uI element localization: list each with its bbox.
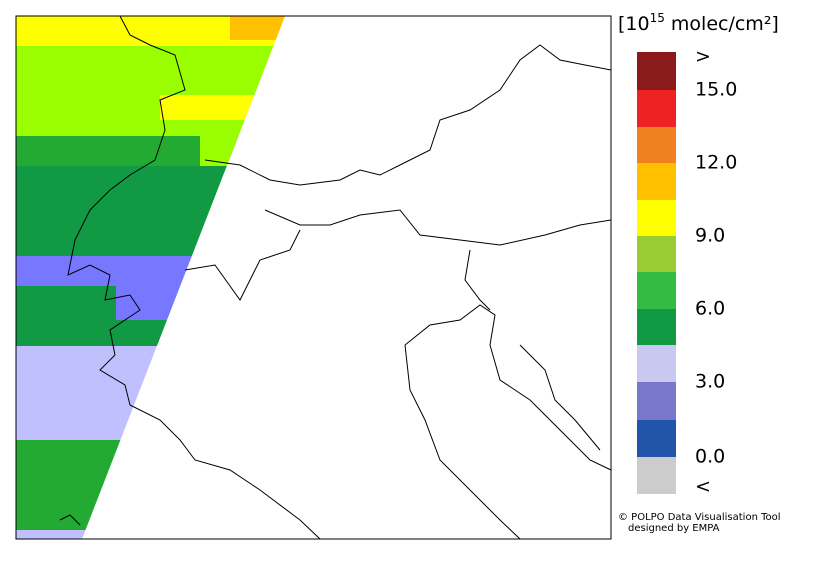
colorbar-label: 15.0 bbox=[695, 79, 737, 101]
legend-title-unit: molec/cm²] bbox=[665, 13, 779, 35]
colorbar-label: 6.0 bbox=[695, 298, 725, 320]
colorbar-swatch bbox=[637, 309, 676, 345]
colorbar-label: > bbox=[695, 46, 711, 68]
colorbar-label: 9.0 bbox=[695, 225, 725, 247]
swath-band bbox=[230, 16, 285, 40]
colorbar-label: 3.0 bbox=[695, 371, 725, 393]
coastlines bbox=[59, 15, 612, 540]
colorbar-swatch bbox=[637, 345, 676, 382]
legend-title-prefix: [10 bbox=[618, 13, 650, 35]
colorbar-swatch bbox=[637, 382, 676, 420]
credit-line: designed by EMPA bbox=[628, 523, 720, 534]
colorbar-label: 12.0 bbox=[695, 152, 737, 174]
colorbar-label: 0.0 bbox=[695, 446, 725, 468]
colorbar-swatch bbox=[637, 127, 676, 163]
legend-title: [1015 molec/cm²] bbox=[618, 11, 779, 35]
colorbar-swatch bbox=[637, 236, 676, 272]
colorbar-swatch bbox=[637, 90, 676, 127]
colorbar-swatch bbox=[637, 200, 676, 236]
credit-line: © POLPO Data Visualisation Tool bbox=[618, 512, 781, 523]
legend-title-exponent: 15 bbox=[650, 11, 665, 25]
colorbar-label: < bbox=[695, 476, 711, 498]
colorbar-swatch bbox=[637, 52, 676, 90]
colorbar-swatch bbox=[637, 457, 676, 494]
swath-band bbox=[16, 286, 116, 320]
colorbar bbox=[637, 52, 676, 494]
colorbar-swatch bbox=[637, 420, 676, 457]
map-frame bbox=[15, 15, 612, 540]
colorbar-swatch bbox=[637, 163, 676, 200]
colorbar-swatch bbox=[637, 272, 676, 309]
